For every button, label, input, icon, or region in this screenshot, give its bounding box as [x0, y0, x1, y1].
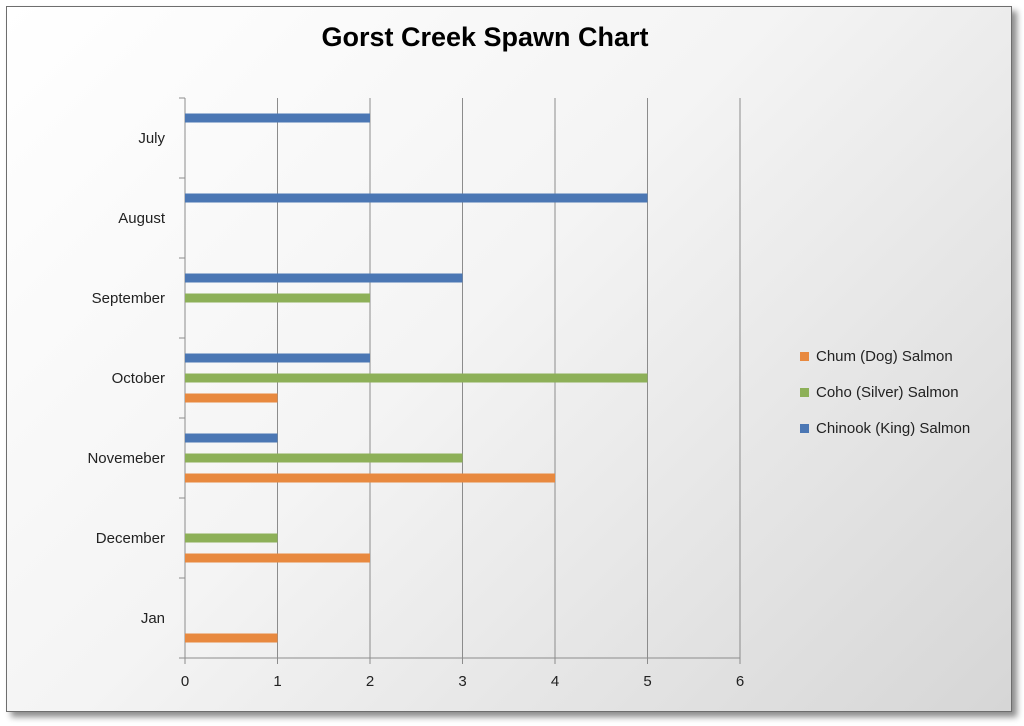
- legend-item: Coho (Silver) Salmon: [800, 374, 970, 410]
- chart-title: Gorst Creek Spawn Chart: [321, 22, 649, 52]
- bar: [185, 113, 370, 123]
- legend-swatch: [800, 423, 809, 433]
- category-label: July: [138, 130, 165, 147]
- x-tick-label: 1: [273, 673, 281, 690]
- category-label: August: [118, 210, 166, 227]
- bar: [185, 373, 648, 383]
- x-tick-label: 0: [181, 673, 189, 690]
- bar: [185, 273, 463, 283]
- bar: [185, 293, 370, 303]
- category-label: October: [112, 370, 165, 387]
- legend-label: Chum (Dog) Salmon: [816, 347, 953, 365]
- chart-frame: [6, 6, 1012, 712]
- legend: Chum (Dog) Salmon Coho (Silver) Salmon Chi…: [800, 338, 970, 446]
- category-label: Jan: [141, 610, 165, 627]
- x-tick-label: 4: [551, 673, 559, 690]
- bar: [185, 353, 370, 363]
- legend-item: Chum (Dog) Salmon: [800, 338, 970, 374]
- bar: [185, 533, 278, 543]
- x-tick-label: 3: [458, 673, 466, 690]
- legend-swatch: [800, 387, 809, 397]
- x-tick-label: 5: [643, 673, 651, 690]
- category-label: Novemeber: [87, 450, 165, 467]
- legend-label: Chinook (King) Salmon: [816, 419, 971, 437]
- x-tick-label: 6: [736, 673, 744, 690]
- bar: [185, 393, 278, 403]
- legend-swatch: [800, 351, 809, 361]
- legend-label: Coho (Silver) Salmon: [816, 383, 959, 401]
- bar: [185, 633, 278, 643]
- legend-item: Chinook (King) Salmon: [800, 410, 970, 446]
- bar: [185, 433, 278, 443]
- bar: [185, 553, 370, 563]
- x-tick-label: 2: [366, 673, 374, 690]
- bar: [185, 473, 555, 483]
- bar: [185, 453, 463, 463]
- category-label: September: [92, 290, 165, 307]
- category-label: December: [96, 530, 165, 547]
- bar: [185, 193, 648, 203]
